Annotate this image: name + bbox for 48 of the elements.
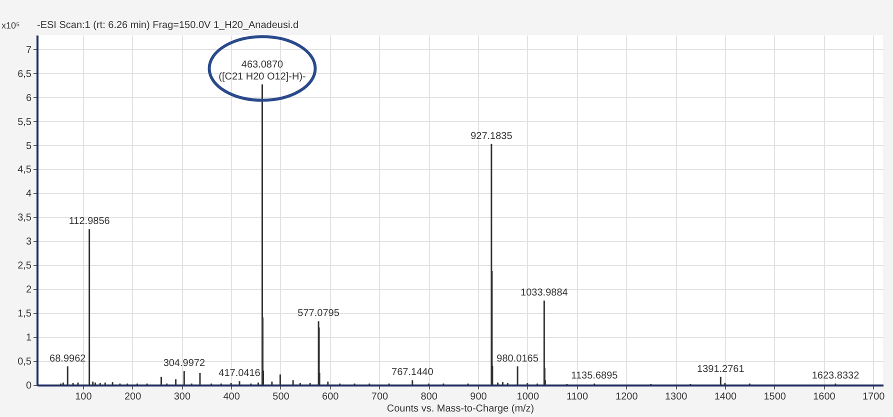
x-tick-label: 1600	[813, 392, 836, 402]
y-tick-label: 2	[26, 284, 32, 296]
annotation: 1033.9884	[520, 288, 568, 299]
y-tick-label: 3,5	[18, 212, 32, 224]
y-tick-label: 1	[26, 332, 32, 344]
annotation: 112.9856	[68, 216, 110, 228]
x-tick-label: 900	[470, 392, 488, 402]
x-tick-label: 700	[371, 392, 389, 402]
y-tick-label: 6,5	[18, 68, 32, 80]
x-tick-label: 1200	[616, 392, 638, 402]
y-tick-label: 3	[26, 236, 32, 248]
y-tick-label: 4	[26, 188, 32, 200]
x-tick-label: 200	[124, 392, 142, 402]
x-tick-label: 300	[174, 392, 191, 402]
y-tick-label: 2,5	[18, 260, 32, 272]
y-tick-label: 1,5	[18, 308, 32, 320]
annotation: 1623.8332	[812, 370, 860, 382]
y-tick-label: 4,5	[18, 164, 32, 176]
y-tick-label: 0,5	[18, 356, 32, 368]
y-tick-label: 5	[26, 140, 32, 152]
annotation: 1391.2761	[697, 364, 745, 375]
x-tick-label: 400	[223, 392, 240, 402]
x-tick-label: 500	[272, 392, 290, 402]
x-tick-label: 1300	[664, 392, 688, 402]
y-tick-label: 0	[26, 380, 32, 392]
annotation: 68.9962	[50, 353, 86, 364]
annotation: 577.0795	[298, 308, 340, 320]
y-axis-title: x10⁵	[2, 20, 20, 30]
x-tick-label: 1000	[516, 392, 540, 402]
x-tick-label: 1400	[714, 392, 738, 402]
x-tick-label: 1500	[764, 392, 786, 402]
x-axis-title: Counts vs. Mass-to-Charge (m/z)	[386, 404, 534, 414]
x-tick-label: 800	[420, 392, 438, 402]
x-tick-label: 600	[322, 392, 340, 402]
chart-title: -ESI Scan:1 (rt: 6.26 min) Frag=150.0V 1_H20_Anadeusi.d	[37, 20, 299, 31]
y-tick-label: 6	[26, 92, 32, 104]
annotation: 1135.6895	[571, 370, 618, 382]
annotation: 927.1835	[470, 130, 513, 142]
annotation: 767.1440	[392, 367, 434, 378]
annotation: 304.9972	[163, 358, 206, 370]
annotation: 417.0416	[218, 368, 261, 380]
annotation: 980.0165	[496, 353, 539, 364]
x-tick-label: 100	[75, 392, 92, 402]
annotation: 463.0870 ([C21 H20 O12]-H)-	[218, 59, 306, 82]
y-tick-label: 7	[26, 44, 32, 56]
y-tick-label: 5,5	[18, 116, 32, 128]
x-tick-label: 1100	[566, 392, 588, 402]
x-tick-label: 1700	[862, 392, 886, 402]
